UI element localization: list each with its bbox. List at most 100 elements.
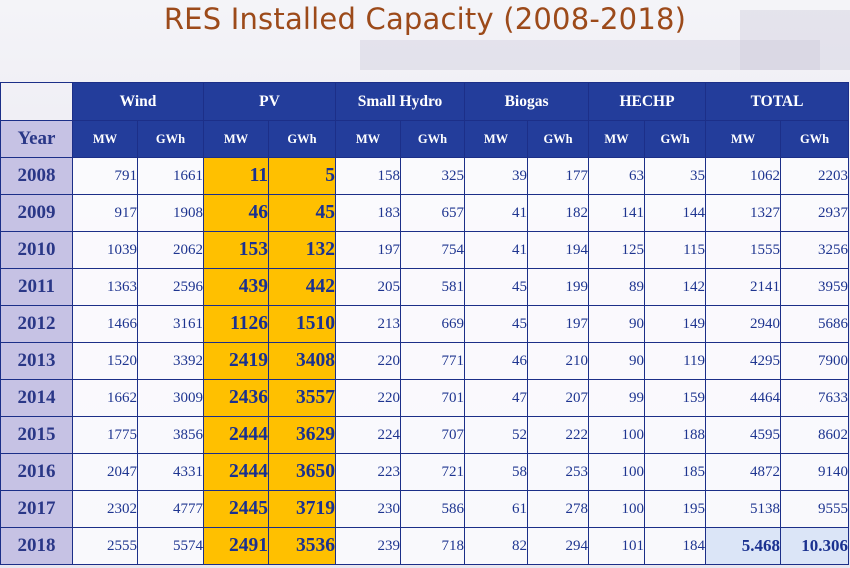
small-hydro-gwh-cell: 586 <box>400 490 466 528</box>
small-hydro-mw-cell: 183 <box>335 194 402 232</box>
year-cell: 2013 <box>0 342 73 380</box>
pv-mw-cell: 2419 <box>203 342 269 380</box>
total-gwh-cell: 9555 <box>780 490 850 528</box>
wind-mw-cell: 2302 <box>72 490 138 528</box>
wind-gwh-cell: 4777 <box>137 490 204 528</box>
table-row: 2018 2555 5574 2491 3536 239 718 82 294 101 184 5.4… <box>0 527 850 565</box>
wind-gwh-cell: 3009 <box>137 379 204 417</box>
wind-gwh-cell: 2596 <box>137 268 204 306</box>
hechp-gwh-cell: 115 <box>644 231 707 269</box>
small-hydro-gwh-cell: 325 <box>400 157 466 195</box>
year-cell: 2015 <box>0 416 73 454</box>
total-gwh-cell: 10.306 <box>780 527 850 565</box>
pv-gwh-cell: 442 <box>267 268 337 306</box>
pv-mw-cell: 2444 <box>203 453 269 491</box>
biogas-mw-cell: 58 <box>464 453 529 491</box>
total-gwh-cell: 8602 <box>780 416 850 454</box>
unit-header: GWh <box>527 120 590 158</box>
total-mw-cell: 4464 <box>705 379 782 417</box>
wind-gwh-cell: 2062 <box>137 231 204 269</box>
res-capacity-table: Wind PV Small Hydro Biogas HECHP TOTAL Y… <box>0 82 850 565</box>
small-hydro-mw-cell: 158 <box>335 157 402 195</box>
biogas-gwh-cell: 253 <box>527 453 590 491</box>
pv-mw-cell: 2491 <box>203 527 269 565</box>
hechp-mw-cell: 90 <box>588 342 646 380</box>
table-row: 2014 1662 3009 2436 3557 220 701 47 207 99 159 4464… <box>0 379 850 417</box>
hechp-mw-cell: 100 <box>588 490 646 528</box>
unit-header: GWh <box>137 120 204 158</box>
year-cell: 2011 <box>0 268 73 306</box>
hechp-gwh-cell: 119 <box>644 342 707 380</box>
small-hydro-mw-cell: 205 <box>335 268 402 306</box>
year-column-header: Year <box>0 120 73 158</box>
small-hydro-mw-cell: 220 <box>335 379 402 417</box>
wind-gwh-cell: 5574 <box>137 527 204 565</box>
hechp-mw-cell: 99 <box>588 379 646 417</box>
year-cell: 2009 <box>0 194 73 232</box>
hechp-gwh-cell: 195 <box>644 490 707 528</box>
pv-mw-cell: 1126 <box>203 305 269 343</box>
hechp-mw-cell: 100 <box>588 416 646 454</box>
unit-header: MW <box>203 120 269 158</box>
small-hydro-gwh-cell: 721 <box>400 453 466 491</box>
biogas-gwh-cell: 182 <box>527 194 590 232</box>
wind-gwh-cell: 3856 <box>137 416 204 454</box>
hechp-mw-cell: 63 <box>588 157 646 195</box>
total-gwh-cell: 7900 <box>780 342 850 380</box>
small-hydro-mw-cell: 230 <box>335 490 402 528</box>
total-mw-cell: 5.468 <box>705 527 782 565</box>
small-hydro-mw-cell: 197 <box>335 231 402 269</box>
total-mw-cell: 4872 <box>705 453 782 491</box>
biogas-mw-cell: 41 <box>464 231 529 269</box>
table-row: 2012 1466 3161 1126 1510 213 669 45 197 90 149 2940… <box>0 305 850 343</box>
biogas-mw-cell: 82 <box>464 527 529 565</box>
biogas-mw-cell: 41 <box>464 194 529 232</box>
hechp-mw-cell: 141 <box>588 194 646 232</box>
small-hydro-mw-cell: 220 <box>335 342 402 380</box>
pv-mw-cell: 2445 <box>203 490 269 528</box>
background-building-shape <box>360 40 820 70</box>
biogas-gwh-cell: 222 <box>527 416 590 454</box>
wind-mw-cell: 1039 <box>72 231 138 269</box>
hechp-mw-cell: 101 <box>588 527 646 565</box>
hechp-gwh-cell: 35 <box>644 157 707 195</box>
pv-gwh-cell: 3629 <box>267 416 337 454</box>
year-cell: 2010 <box>0 231 73 269</box>
table-row: 2015 1775 3856 2444 3629 224 707 52 222 100 188 459… <box>0 416 850 454</box>
small-hydro-gwh-cell: 718 <box>400 527 466 565</box>
small-hydro-gwh-cell: 657 <box>400 194 466 232</box>
hechp-gwh-cell: 144 <box>644 194 707 232</box>
wind-gwh-cell: 4331 <box>137 453 204 491</box>
biogas-gwh-cell: 199 <box>527 268 590 306</box>
wind-gwh-cell: 1908 <box>137 194 204 232</box>
biogas-gwh-cell: 177 <box>527 157 590 195</box>
pv-gwh-cell: 3650 <box>267 453 337 491</box>
pv-gwh-cell: 45 <box>267 194 337 232</box>
pv-mw-cell: 11 <box>203 157 269 195</box>
year-cell: 2008 <box>0 157 73 195</box>
wind-mw-cell: 1363 <box>72 268 138 306</box>
small-hydro-gwh-cell: 754 <box>400 231 466 269</box>
table-row: 2017 2302 4777 2445 3719 230 586 61 278 100 195 513… <box>0 490 850 528</box>
wind-mw-cell: 2555 <box>72 527 138 565</box>
table-row: 2016 2047 4331 2444 3650 223 721 58 253 100 185 487… <box>0 453 850 491</box>
biogas-mw-cell: 45 <box>464 268 529 306</box>
small-hydro-mw-cell: 239 <box>335 527 402 565</box>
group-header-small-hydro: Small Hydro <box>335 82 466 121</box>
table-row: 2013 1520 3392 2419 3408 220 771 46 210 90 119 4295… <box>0 342 850 380</box>
small-hydro-gwh-cell: 707 <box>400 416 466 454</box>
wind-mw-cell: 791 <box>72 157 138 195</box>
hechp-gwh-cell: 188 <box>644 416 707 454</box>
year-cell: 2016 <box>0 453 73 491</box>
hechp-gwh-cell: 185 <box>644 453 707 491</box>
pv-gwh-cell: 132 <box>267 231 337 269</box>
table-row: 2009 917 1908 46 45 183 657 41 182 141 144 1327 2937 <box>0 194 850 232</box>
wind-gwh-cell: 3161 <box>137 305 204 343</box>
total-mw-cell: 4295 <box>705 342 782 380</box>
unit-header: GWh <box>780 120 850 158</box>
biogas-gwh-cell: 197 <box>527 305 590 343</box>
total-gwh-cell: 5686 <box>780 305 850 343</box>
pv-gwh-cell: 3536 <box>267 527 337 565</box>
biogas-mw-cell: 52 <box>464 416 529 454</box>
small-hydro-gwh-cell: 771 <box>400 342 466 380</box>
